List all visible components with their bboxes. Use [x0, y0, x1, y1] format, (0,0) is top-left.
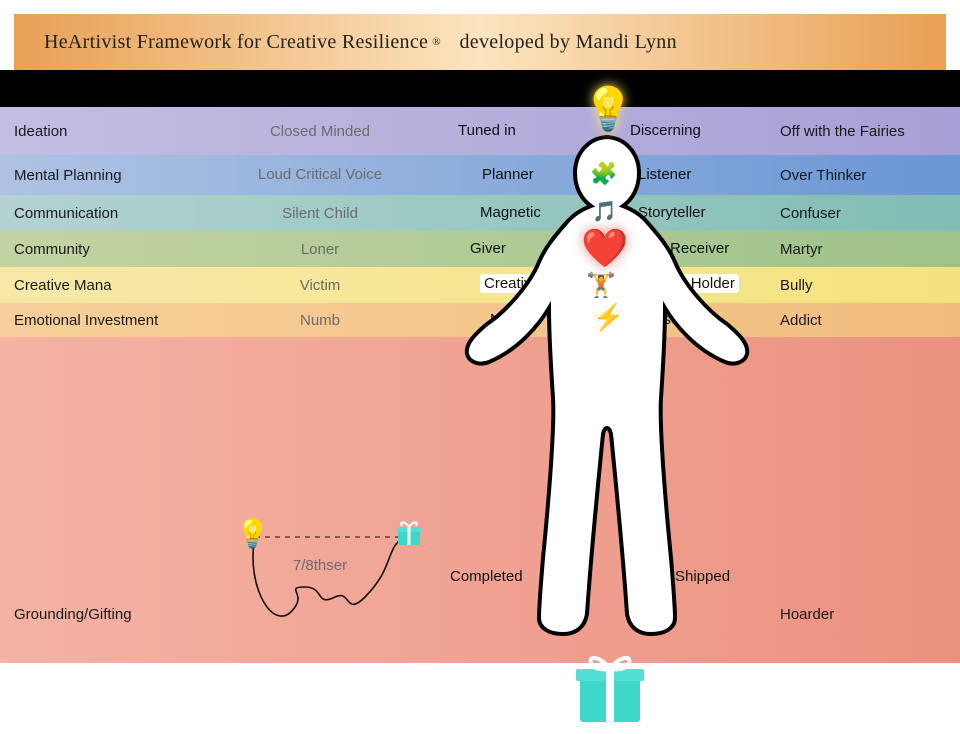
optimal-right: Shipped	[675, 567, 730, 586]
row-label: Grounding/Gifting	[0, 606, 200, 663]
title-byline: developed by Mandi Lynn	[459, 31, 676, 54]
optimal-right: Receiver	[670, 239, 729, 258]
optimal-left: Planner	[482, 165, 534, 184]
optimal-right: Discerning	[630, 121, 701, 140]
row-creative-mana: Creative Mana Victim Creative Space Hold…	[0, 267, 960, 303]
row-label: Creative Mana	[0, 277, 200, 294]
row-label: Communication	[0, 205, 200, 222]
row-label: Ideation	[0, 123, 200, 140]
optimal-left: Magnetic	[480, 203, 541, 222]
optimal-left: Creative	[480, 274, 544, 293]
shadow-label: Closed Minded	[200, 123, 440, 140]
row-label: Mental Planning	[0, 167, 200, 184]
overdrive-label: Bully	[770, 277, 960, 294]
framework-grid: Ideation Closed Minded Tuned in Discerni…	[0, 107, 960, 663]
overdrive-label: Addict	[770, 312, 960, 329]
shadow-label: Loud Critical Voice	[200, 166, 440, 183]
optimal-left: Completed	[450, 567, 523, 586]
row-communication: Communication Silent Child Magnetic Stor…	[0, 195, 960, 231]
row-mental-planning: Mental Planning Loud Critical Voice Plan…	[0, 155, 960, 195]
optimal-left: Giver	[470, 239, 506, 258]
row-community: Community Loner Giver Receiver Martyr	[0, 231, 960, 267]
optimal-left: Mindful	[490, 310, 538, 329]
row-grounding: Grounding/Gifting 7/8thser Completed Shi…	[0, 337, 960, 663]
optimal-right: Space Holder	[640, 274, 739, 293]
title-main: HeArtivist Framework for Creative Resili…	[44, 31, 428, 54]
optimal-left: Tuned in	[458, 121, 516, 140]
journey-gift-icon	[395, 519, 423, 552]
row-ideation: Ideation Closed Minded Tuned in Discerni…	[0, 107, 960, 155]
registered-mark: ®	[432, 36, 441, 48]
header-black-strip	[0, 70, 960, 107]
title-bar: HeArtivist Framework for Creative Resili…	[14, 14, 946, 70]
overdrive-label: Off with the Fairies	[770, 123, 960, 140]
row-emotional-investment: Emotional Investment Numb Mindful Presen…	[0, 303, 960, 337]
shadow-label: Numb	[200, 312, 440, 329]
shadow-label: Loner	[200, 241, 440, 258]
overdrive-label: Over Thinker	[770, 167, 960, 184]
row-label: Community	[0, 241, 200, 258]
overdrive-label: Confuser	[770, 205, 960, 222]
journey-lightbulb-icon: 💡	[235, 517, 270, 551]
shadow-label: Silent Child	[200, 205, 440, 222]
optimal-right: Listener	[638, 165, 691, 184]
optimal-right: Present	[640, 310, 692, 329]
row-label: Emotional Investment	[0, 312, 200, 329]
overdrive-label: Hoarder	[770, 606, 960, 663]
overdrive-label: Martyr	[770, 241, 960, 258]
shadow-label: Victim	[200, 277, 440, 294]
optimal-right: Storyteller	[638, 203, 706, 222]
journey-squiggle: 💡	[225, 497, 435, 657]
